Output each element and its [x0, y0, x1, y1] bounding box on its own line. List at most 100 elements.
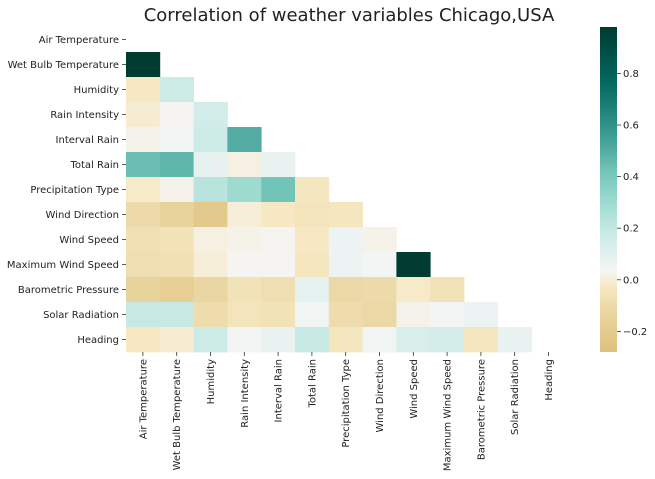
heatmap-cell	[396, 302, 431, 328]
heatmap-cell	[295, 302, 330, 328]
y-axis-tick-labels: Air Temperature Wet Bulb Temperature Humid…	[7, 35, 126, 346]
heatmap-cell	[126, 277, 161, 303]
heatmap-cell	[193, 302, 228, 328]
heatmap-cell	[295, 277, 330, 303]
y-tick-label: Wet Bulb Temperature	[8, 60, 119, 71]
heatmap-cell	[126, 127, 161, 153]
heatmap-cell	[295, 327, 330, 353]
heatmap-cell	[193, 327, 228, 353]
heatmap-cell	[362, 327, 397, 353]
x-tick-label: Precipitation Type	[341, 359, 352, 448]
heatmap-cell	[159, 152, 194, 178]
heatmap-cell	[227, 177, 262, 203]
heatmap-cell	[227, 202, 262, 228]
x-tick-label: Interval Rain	[274, 359, 285, 422]
heatmap-cell	[227, 152, 262, 178]
heatmap-cell	[328, 302, 363, 328]
heatmap-cell	[362, 227, 397, 253]
y-tick-label: Air Temperature	[39, 35, 119, 46]
y-tick-label: Heading	[77, 335, 119, 346]
heatmap-cell	[126, 177, 161, 203]
heatmap-cell	[295, 252, 330, 278]
y-tick-label: Barometric Pressure	[18, 285, 119, 296]
heatmap-cell	[126, 227, 161, 253]
heatmap-cell	[159, 177, 194, 203]
x-tick-label: Barometric Pressure	[476, 359, 487, 460]
heatmap-cell	[295, 202, 330, 228]
x-tick-label: Solar Radiation	[510, 359, 521, 435]
heatmap-cell	[227, 252, 262, 278]
x-axis-tick-labels: Air Temperature Wet Bulb Temperature Humid…	[138, 352, 555, 471]
heatmap-cell	[362, 252, 397, 278]
heatmap-cell	[159, 77, 194, 103]
colorbar-tick-label: 0.4	[623, 172, 639, 183]
heatmap-cell	[193, 152, 228, 178]
heatmap-cell	[193, 177, 228, 203]
heatmap-cell	[159, 227, 194, 253]
heatmap-cells	[126, 52, 532, 353]
y-tick-label: Solar Radiation	[43, 310, 119, 321]
heatmap-cell	[295, 227, 330, 253]
heatmap-cell	[396, 252, 431, 278]
heatmap-cell	[362, 277, 397, 303]
heatmap-cell	[126, 327, 161, 353]
y-tick-label: Rain Intensity	[50, 110, 119, 121]
heatmap-cell	[193, 202, 228, 228]
heatmap-cell	[126, 252, 161, 278]
heatmap-cell	[227, 302, 262, 328]
heatmap-cell	[261, 152, 296, 178]
colorbar-tick-label: 0.2	[623, 224, 639, 235]
heatmap-cell	[193, 127, 228, 153]
heatmap-cell	[362, 302, 397, 328]
y-tick-label: Wind Direction	[46, 210, 120, 221]
heatmap-cell	[328, 252, 363, 278]
x-tick-label: Wind Speed	[409, 359, 420, 419]
x-tick-label: Heading	[544, 359, 555, 401]
colorbar-tick-label: 0.6	[623, 121, 639, 132]
heatmap-cell	[430, 327, 465, 353]
heatmap-cell	[227, 277, 262, 303]
y-tick-label: Interval Rain	[56, 135, 119, 146]
heatmap-cell	[328, 327, 363, 353]
heatmap-cell	[261, 327, 296, 353]
x-tick-label: Rain Intensity	[240, 359, 251, 428]
heatmap-cell	[396, 327, 431, 353]
heatmap-cell	[497, 327, 532, 353]
heatmap-cell	[328, 202, 363, 228]
heatmap-cell	[159, 127, 194, 153]
heatmap-cell	[159, 102, 194, 128]
heatmap-cell	[126, 102, 161, 128]
y-tick-label: Humidity	[74, 85, 119, 96]
heatmap-cell	[396, 277, 431, 303]
heatmap-cell	[464, 327, 499, 353]
heatmap-cell	[261, 277, 296, 303]
heatmap-cell	[193, 277, 228, 303]
heatmap-cell	[261, 302, 296, 328]
heatmap-cell	[126, 77, 161, 103]
x-tick-label: Humidity	[206, 359, 217, 404]
heatmap-cell	[126, 152, 161, 178]
heatmap-cell	[227, 227, 262, 253]
y-tick-label: Precipitation Type	[30, 185, 119, 196]
heatmap-cell	[126, 52, 161, 78]
heatmap-cell	[159, 327, 194, 353]
y-tick-label: Wind Speed	[59, 235, 119, 246]
heatmap-cell	[159, 302, 194, 328]
heatmap-cell	[159, 202, 194, 228]
colorbar	[600, 27, 617, 352]
heatmap-cell	[159, 252, 194, 278]
heatmap-cell	[261, 202, 296, 228]
heatmap-cell	[430, 277, 465, 303]
heatmap-cell	[159, 277, 194, 303]
colorbar-tick-label: −0.2	[623, 327, 647, 338]
heatmap-cell	[261, 227, 296, 253]
heatmap-cell	[227, 127, 262, 153]
x-tick-label: Total Rain	[307, 359, 318, 409]
heatmap-cell	[261, 252, 296, 278]
heatmap-cell	[126, 302, 161, 328]
colorbar-tick-label: 0.8	[623, 69, 639, 80]
y-tick-label: Maximum Wind Speed	[7, 260, 119, 271]
heatmap-cell	[227, 327, 262, 353]
heatmap-cell	[126, 202, 161, 228]
